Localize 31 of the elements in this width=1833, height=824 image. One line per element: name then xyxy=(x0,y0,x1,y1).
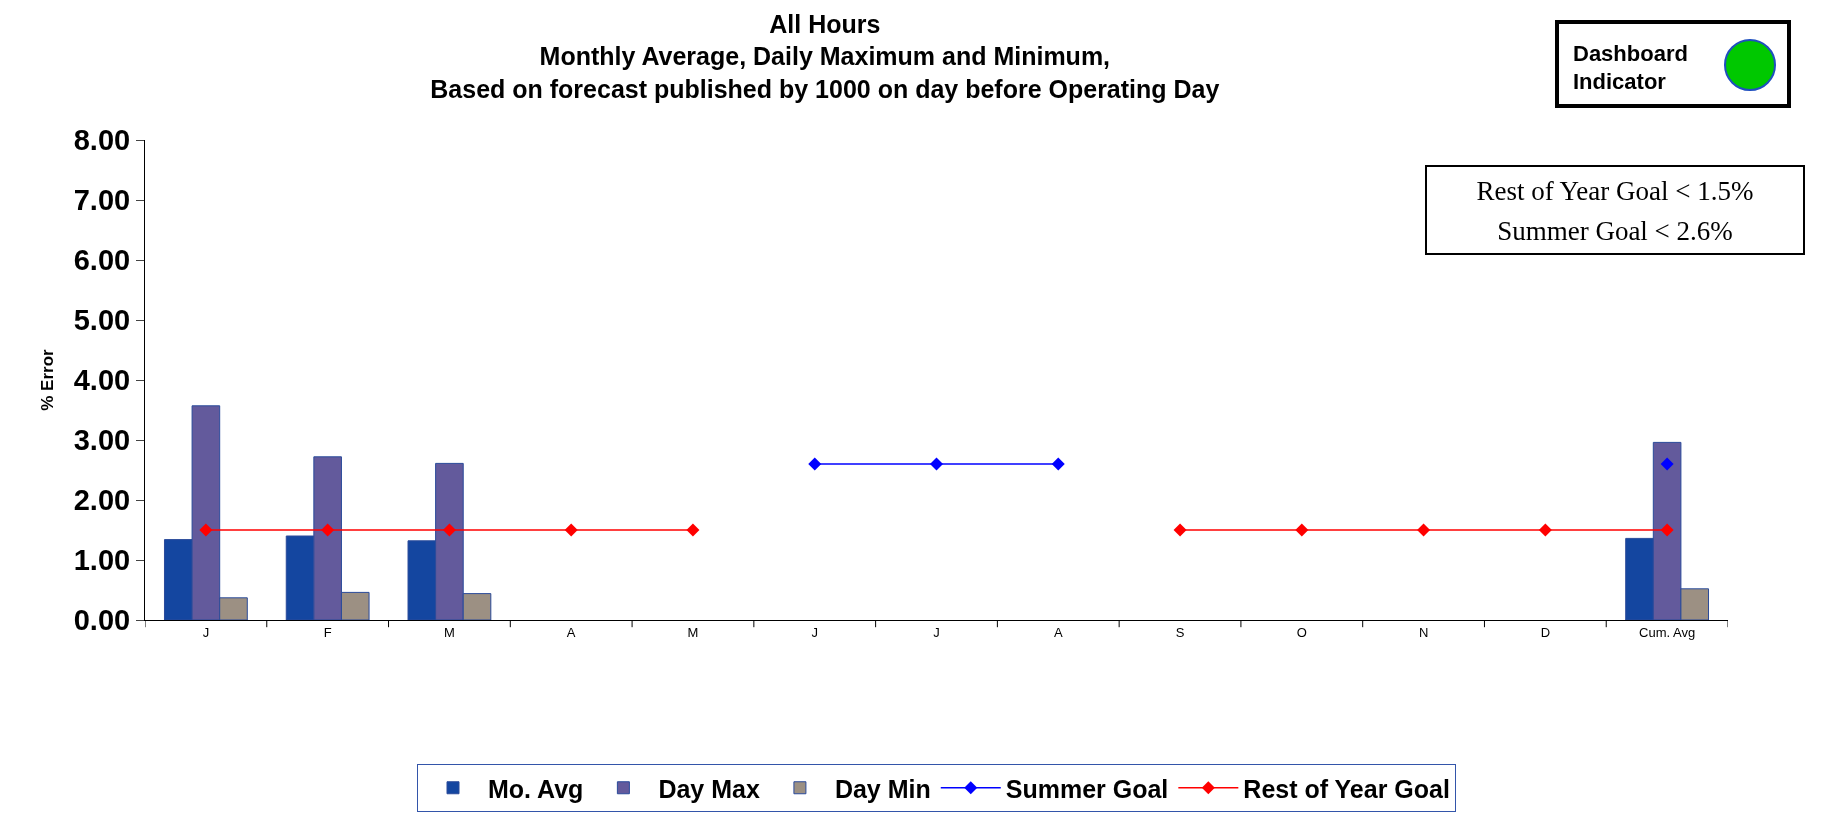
y-tick-label: 5.00 xyxy=(73,304,131,337)
y-axis-title: % Error xyxy=(38,348,58,411)
x-tick-label: F xyxy=(323,624,332,640)
x-tick-label: J xyxy=(202,624,210,640)
x-tick-label: J xyxy=(933,624,940,640)
x-tick-label: S xyxy=(1175,624,1185,640)
x-tick-label: M xyxy=(687,624,699,640)
legend-label: Mo. Avg xyxy=(488,774,584,803)
indicator-panel: Dashboard Indicator xyxy=(1555,20,1791,108)
x-tick-label: J xyxy=(811,624,818,640)
x-tick-label: N xyxy=(1418,624,1429,640)
x-tick-label: Cum. Avg xyxy=(1639,624,1696,640)
y-tick-label: 3.00 xyxy=(73,424,131,457)
x-tick-label: A xyxy=(566,624,576,640)
y-tick-label: 2.00 xyxy=(73,484,131,517)
y-tick-label: 0.00 xyxy=(73,604,131,637)
legend-label: Rest of Year Goal xyxy=(1243,774,1450,803)
y-tick-label: 6.00 xyxy=(73,244,131,277)
legend-label: Summer Goal xyxy=(1005,774,1169,803)
x-tick-label: M xyxy=(444,624,455,640)
y-tick-label: 8.00 xyxy=(73,124,131,157)
legend-label: Day Max xyxy=(658,774,760,803)
y-tick-label: 1.00 xyxy=(73,544,131,577)
x-tick-label: O xyxy=(1296,624,1307,640)
x-tick-label: D xyxy=(1540,624,1551,640)
legend-label: Day Min xyxy=(834,774,931,803)
y-tick-label: 4.00 xyxy=(73,364,131,397)
chart-title: All Hours Monthly Average, Daily Maximum and Minimum, Based on forecast published by 1000 on day before Operating Day xyxy=(430,9,1220,103)
note-box: Rest of Year Goal < 1.5% Summer Goal < 2.6% xyxy=(1425,165,1805,255)
x-tick-label: A xyxy=(1053,624,1063,640)
y-tick-label: 7.00 xyxy=(73,184,131,217)
